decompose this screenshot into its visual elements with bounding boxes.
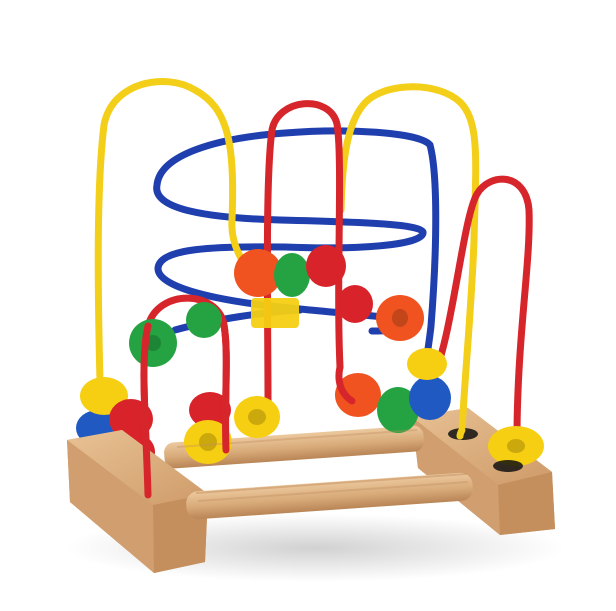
foreground-wire-overlaps: [140, 321, 466, 499]
bead-group-middle: [184, 348, 544, 472]
yellow-wire-group: [94, 78, 480, 434]
wooden-base-front: [67, 429, 473, 573]
bead-group-upper: [129, 245, 424, 367]
